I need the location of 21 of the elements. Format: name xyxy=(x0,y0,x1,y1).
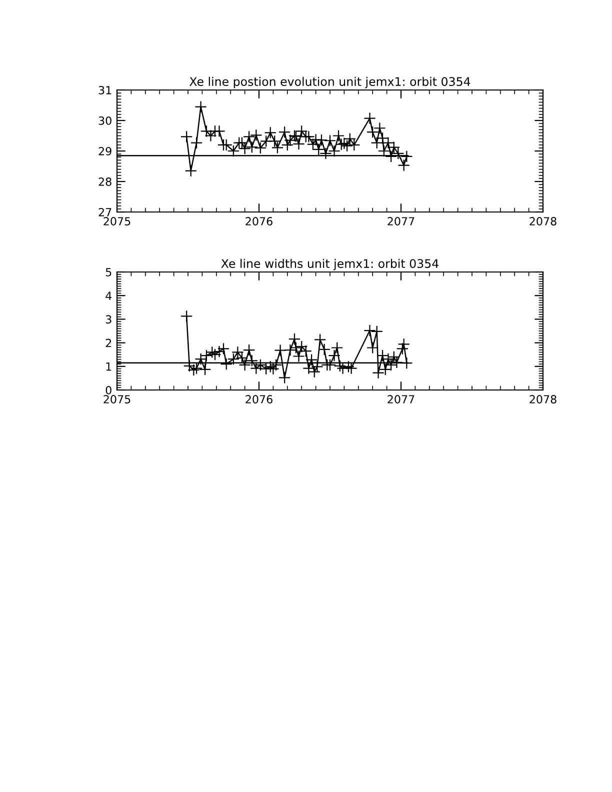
x-tick-label: 2075 xyxy=(104,217,130,226)
chart-title: Xe line postion evolution unit jemx1: orbit 0354 xyxy=(190,76,470,88)
y-tick-label: 27 xyxy=(98,208,112,216)
y-tick-label: 29 xyxy=(98,146,112,156)
chart-title: Xe line widths unit jemx1: orbit 0354 xyxy=(221,258,438,270)
y-tick-label: 2 xyxy=(106,338,112,348)
y-tick-label: 0 xyxy=(106,386,112,394)
y-tick-label: 30 xyxy=(98,116,112,125)
x-tick-label: 2077 xyxy=(388,395,414,404)
y-tick-label: 31 xyxy=(98,86,112,94)
x-tick-label: 2078 xyxy=(530,217,556,226)
x-tick-label: 2077 xyxy=(388,217,414,226)
y-tick-label: 5 xyxy=(106,268,112,276)
y-tick-label: 3 xyxy=(106,315,112,324)
y-tick-label: 1 xyxy=(106,362,112,371)
x-tick-label: 2075 xyxy=(104,395,130,404)
x-tick-label: 2076 xyxy=(246,395,272,404)
y-tick-label: 4 xyxy=(106,292,112,300)
x-tick-label: 2078 xyxy=(530,395,556,404)
x-tick-label: 2076 xyxy=(246,217,272,226)
y-tick-label: 28 xyxy=(98,177,112,186)
